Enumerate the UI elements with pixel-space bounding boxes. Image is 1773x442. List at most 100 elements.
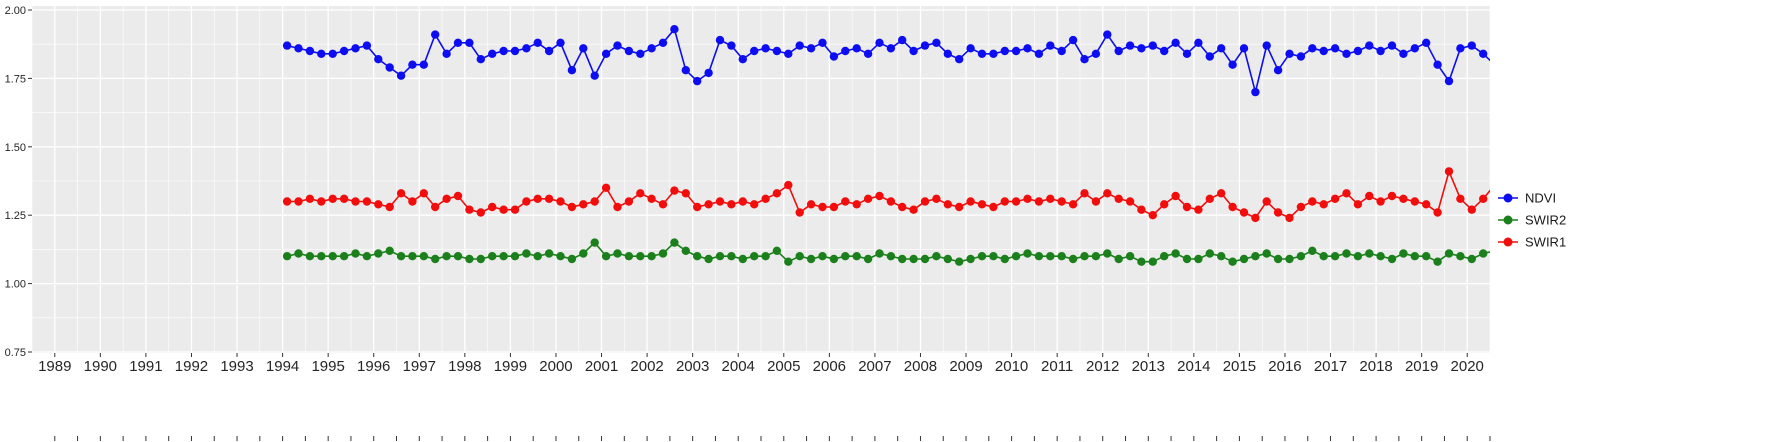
x-tick-label: 2001 bbox=[585, 358, 618, 375]
data-point bbox=[1490, 60, 1498, 68]
data-point bbox=[1285, 49, 1294, 58]
data-point bbox=[476, 254, 485, 264]
data-point bbox=[1011, 46, 1021, 56]
data-point bbox=[681, 246, 690, 255]
data-point bbox=[339, 194, 349, 203]
y-tick-label: 2.00 bbox=[5, 5, 26, 17]
data-point bbox=[1285, 254, 1294, 264]
data-point bbox=[431, 202, 440, 212]
data-point bbox=[795, 252, 804, 261]
data-point bbox=[772, 246, 782, 255]
data-point bbox=[670, 238, 679, 247]
data-point bbox=[1023, 194, 1032, 203]
data-point bbox=[408, 252, 417, 261]
y-tick-label: 1.50 bbox=[5, 142, 26, 154]
x-tick-label: 1991 bbox=[129, 358, 162, 375]
data-point bbox=[955, 202, 964, 212]
data-point bbox=[841, 46, 850, 56]
data-point bbox=[1137, 205, 1146, 214]
data-point bbox=[613, 249, 622, 258]
data-point bbox=[898, 35, 907, 45]
data-point bbox=[863, 49, 873, 58]
x-tick-label: 2015 bbox=[1223, 358, 1256, 375]
data-point bbox=[1376, 197, 1385, 206]
data-point bbox=[374, 200, 383, 209]
data-point bbox=[1217, 44, 1226, 53]
data-point bbox=[1160, 200, 1169, 209]
data-point bbox=[806, 200, 816, 209]
data-point bbox=[556, 197, 565, 206]
data-point bbox=[476, 55, 485, 64]
data-point bbox=[886, 252, 896, 261]
data-point bbox=[1433, 60, 1442, 69]
data-point bbox=[362, 252, 372, 261]
x-tick-label: 2012 bbox=[1086, 358, 1119, 375]
data-point bbox=[408, 197, 417, 206]
data-point bbox=[898, 202, 907, 212]
data-point bbox=[658, 38, 668, 47]
bottom-tick-row bbox=[54, 436, 1491, 441]
data-point bbox=[693, 76, 702, 86]
data-point bbox=[761, 252, 770, 261]
data-point bbox=[544, 249, 554, 258]
data-point bbox=[1080, 55, 1089, 64]
data-point bbox=[920, 197, 930, 206]
x-tick-label: 2005 bbox=[767, 358, 800, 375]
data-point bbox=[670, 186, 679, 195]
data-point bbox=[579, 249, 588, 258]
data-point bbox=[818, 202, 827, 212]
data-point bbox=[1479, 49, 1488, 58]
data-point bbox=[1251, 252, 1260, 261]
data-point bbox=[636, 189, 645, 198]
data-point bbox=[317, 252, 326, 261]
legend-glyph-point bbox=[1503, 193, 1513, 203]
data-point bbox=[806, 254, 816, 264]
data-point bbox=[1353, 200, 1363, 209]
data-point bbox=[613, 202, 622, 212]
data-point bbox=[795, 41, 804, 50]
data-point bbox=[761, 44, 770, 53]
data-point bbox=[1319, 200, 1328, 209]
data-point bbox=[408, 60, 417, 69]
legend-label-swir1: SWIR1 bbox=[1525, 235, 1566, 250]
data-point bbox=[567, 254, 577, 264]
data-point bbox=[522, 249, 531, 258]
data-point bbox=[362, 41, 372, 50]
x-tick-label: 2009 bbox=[949, 358, 982, 375]
data-point bbox=[1251, 213, 1260, 223]
data-point bbox=[1353, 46, 1363, 56]
x-tick-label: 1993 bbox=[220, 358, 253, 375]
data-point bbox=[579, 200, 588, 209]
data-point bbox=[852, 200, 861, 209]
data-point bbox=[852, 252, 861, 261]
data-point bbox=[385, 202, 394, 212]
data-point bbox=[989, 49, 998, 58]
data-point bbox=[1330, 252, 1340, 261]
data-point bbox=[533, 38, 542, 47]
data-point bbox=[624, 197, 634, 206]
x-axis: 1989 1990 1991 1992 1993 1994 1995 1996 1997 1998… bbox=[38, 353, 1484, 375]
data-point bbox=[1125, 252, 1135, 261]
legend-glyph-point bbox=[1503, 215, 1513, 225]
data-point bbox=[1194, 38, 1203, 47]
data-point bbox=[294, 197, 303, 206]
data-point bbox=[556, 38, 565, 47]
data-point bbox=[1433, 208, 1442, 217]
data-point bbox=[750, 252, 759, 261]
data-point bbox=[453, 191, 463, 201]
data-point bbox=[328, 252, 337, 261]
data-point bbox=[1205, 52, 1215, 61]
data-point bbox=[909, 46, 918, 56]
data-point bbox=[636, 252, 645, 261]
data-point bbox=[1285, 213, 1294, 223]
data-point bbox=[1308, 44, 1317, 53]
data-point bbox=[1228, 202, 1237, 212]
data-point bbox=[989, 252, 998, 261]
data-point bbox=[943, 49, 952, 58]
data-point bbox=[1262, 197, 1271, 206]
data-point bbox=[932, 194, 941, 203]
data-point bbox=[1228, 60, 1237, 69]
data-point bbox=[829, 202, 839, 212]
data-point bbox=[750, 46, 759, 56]
data-point bbox=[590, 197, 599, 206]
